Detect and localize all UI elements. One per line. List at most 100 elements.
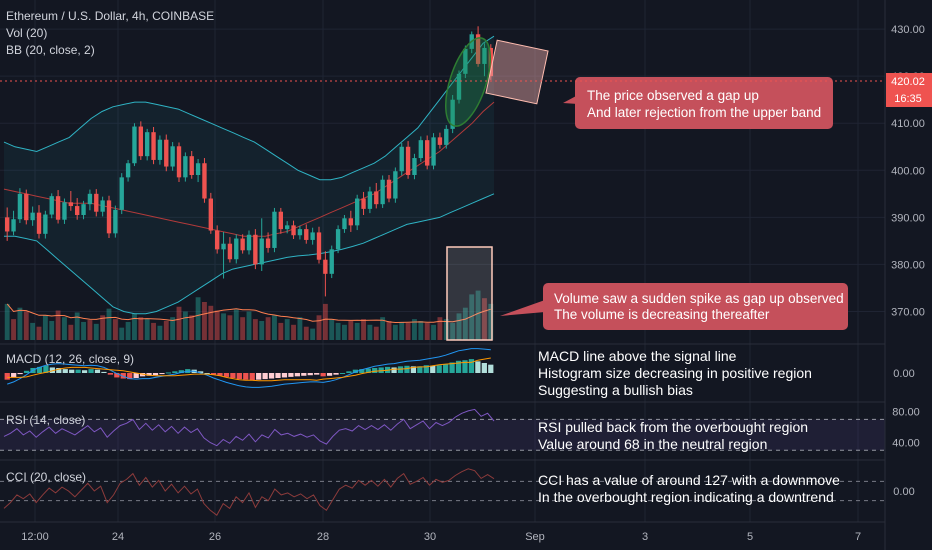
bollinger-lower-line <box>4 193 495 315</box>
candle-body <box>125 163 131 178</box>
candle-body <box>5 217 10 232</box>
volume-bar <box>221 313 226 340</box>
volume-bar <box>112 319 118 340</box>
bollinger-band-fill <box>4 36 494 314</box>
macd-histogram-bar <box>94 369 101 373</box>
volume-bar <box>132 313 137 340</box>
volume-bar <box>100 315 106 340</box>
macd-line <box>7 348 491 388</box>
bollinger-legend[interactable]: BB (20, close, 2) <box>6 43 95 57</box>
volume-bar <box>214 310 220 340</box>
time-tick-label: 30 <box>424 531 436 543</box>
volume-legend[interactable]: Vol (20) <box>6 26 47 40</box>
volume-bar <box>93 323 99 340</box>
candle-body <box>68 202 73 207</box>
macd-histogram-bar <box>339 373 346 374</box>
candle-body <box>463 48 468 74</box>
macd-histogram-bar <box>301 373 307 376</box>
rsi-line <box>3 408 495 447</box>
chart-title[interactable]: Ethereum / U.S. Dollar, 4h, COINBASE <box>6 9 214 23</box>
macd-histogram-bar <box>204 373 210 374</box>
candle-body <box>49 196 54 215</box>
macd-histogram-bar <box>56 368 62 373</box>
price-badge-value: 420.02 <box>891 76 925 88</box>
signal-line <box>7 357 491 382</box>
volume-bar <box>68 324 74 340</box>
bollinger-band-area <box>4 36 494 314</box>
macd-histogram-bar <box>462 360 468 373</box>
price-axis[interactable]: 430.00420.00410.00400.00390.00380.00370.… <box>891 24 925 498</box>
volume-bar <box>106 308 112 340</box>
candle-body <box>348 218 353 226</box>
candle-body <box>151 132 156 160</box>
volume-bar <box>23 311 29 340</box>
candle-body <box>355 198 360 226</box>
volume-bar <box>259 321 265 340</box>
candle-body <box>240 238 245 251</box>
macd-histogram-bar <box>139 373 146 377</box>
cci-legend[interactable]: CCI (20, close) <box>6 470 86 484</box>
candle-body <box>36 212 42 234</box>
volume-bar <box>74 312 80 340</box>
volume-bar <box>252 319 258 340</box>
candle-body <box>113 209 118 234</box>
price-tick-label: 410.00 <box>891 118 925 130</box>
volume-bar <box>208 305 214 340</box>
grid-lines <box>0 0 885 522</box>
volume-callout: Volume saw a sudden spike as gap up obse… <box>500 283 848 330</box>
macd-histogram-bar <box>359 369 365 373</box>
volume-bar <box>322 303 328 340</box>
candle-body <box>215 230 220 250</box>
cci-note-line-1: CCI has a value of around 127 with a dow… <box>538 472 840 488</box>
gap-up-highlight-ellipse <box>444 37 492 127</box>
candle-body <box>297 229 303 236</box>
volume-bar <box>424 322 430 340</box>
macd-histogram-bar <box>165 372 172 374</box>
candle-body <box>367 191 373 209</box>
candle-body <box>17 193 23 220</box>
time-tick-label: 28 <box>317 531 329 543</box>
macd-lines <box>7 348 491 388</box>
macd-histogram-bar <box>281 373 288 378</box>
volume-bar <box>195 297 201 340</box>
candle-body <box>221 243 226 250</box>
macd-histogram-bar <box>326 373 333 376</box>
price-tick-label: 380.00 <box>891 259 925 271</box>
macd-histogram-bar <box>333 373 339 375</box>
macd-histogram-bar <box>178 370 184 373</box>
volume-bar <box>81 321 86 340</box>
volume-bar <box>380 317 386 340</box>
volume-bar <box>144 319 150 340</box>
volume-bar <box>462 307 468 340</box>
volume-bar <box>36 326 42 340</box>
time-axis[interactable]: 12:00 24 26 28 30 Sep 3 5 7 <box>21 531 861 543</box>
macd-histogram-bar <box>159 373 165 375</box>
volume-bar <box>405 322 411 340</box>
volume-bar <box>291 324 296 340</box>
candle-body <box>208 198 213 231</box>
candle-body <box>437 137 443 145</box>
candle-body <box>405 146 411 175</box>
time-tick-label: 26 <box>209 531 221 543</box>
candle-body <box>450 99 455 129</box>
volume-bar <box>488 303 494 340</box>
candle-body <box>157 139 163 160</box>
macd-histogram-bar <box>249 373 255 381</box>
macd-histogram-bar <box>468 359 475 373</box>
time-tick-label: 12:00 <box>21 531 49 543</box>
rsi-legend[interactable]: RSI (14, close) <box>6 413 85 427</box>
macd-histogram-bar <box>397 366 404 373</box>
candle-body <box>329 249 334 274</box>
candle-body <box>335 229 341 250</box>
rsi-note-line-2: Value around 68 in the neutral region <box>538 436 767 452</box>
macd-histogram-bar <box>443 364 449 373</box>
volume-bar <box>392 324 398 340</box>
macd-histogram-bar <box>217 373 223 376</box>
macd-legend[interactable]: MACD (12, 26, close, 9) <box>6 352 134 366</box>
rejection-highlight-box <box>485 39 549 105</box>
volume-bar <box>227 315 233 340</box>
candle-body <box>361 198 366 209</box>
candle-body <box>272 211 277 248</box>
volume-bar <box>151 322 156 340</box>
volume-bar <box>412 319 417 340</box>
